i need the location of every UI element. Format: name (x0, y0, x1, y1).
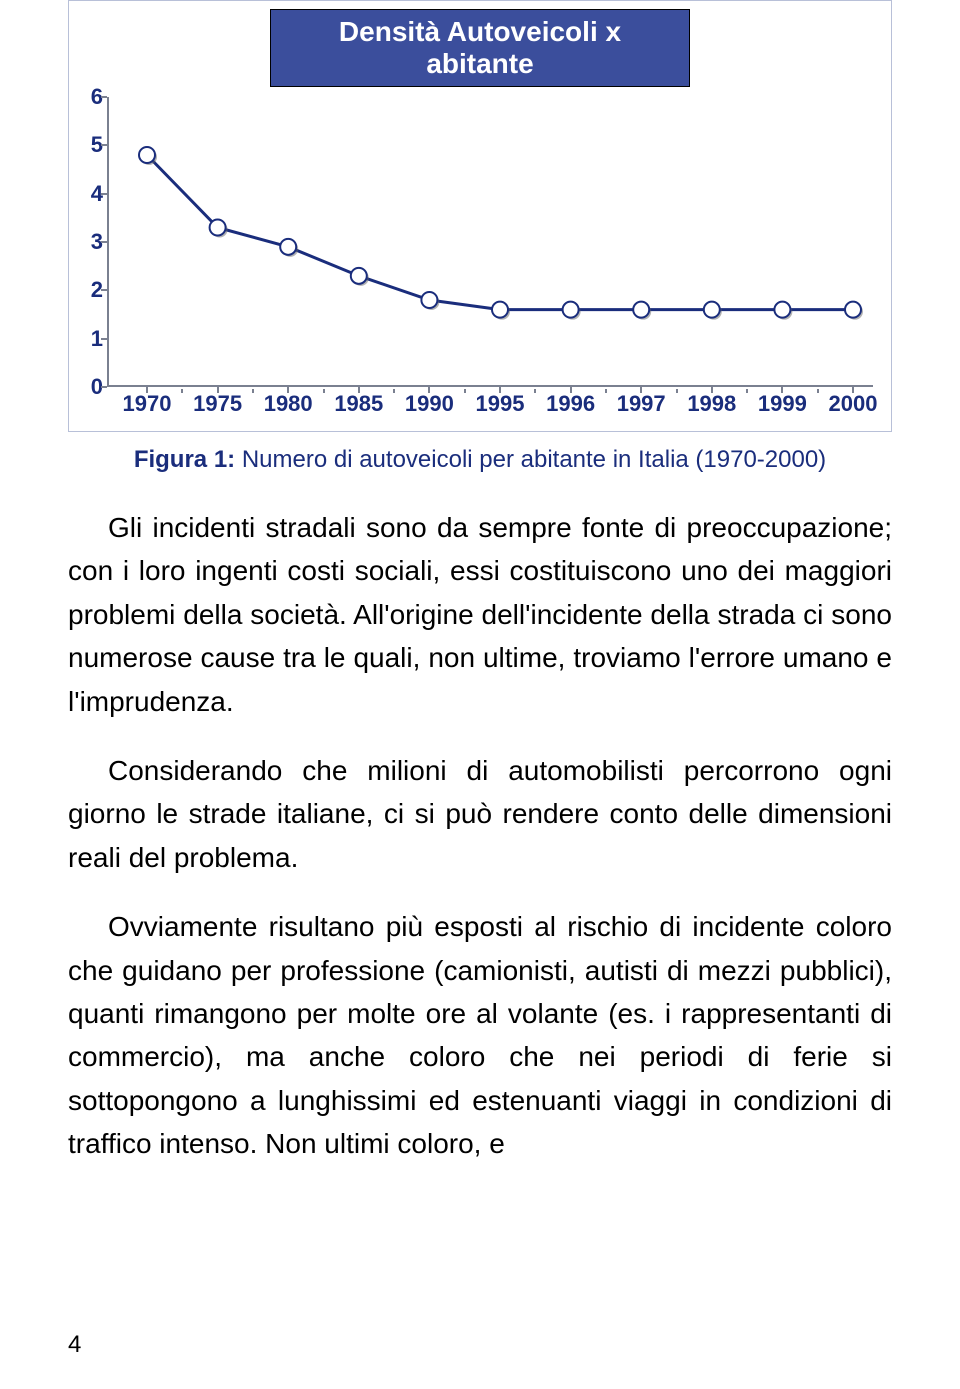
x-tick-label: 1975 (193, 391, 242, 417)
caption-text: Numero di autoveicoli per abitante in It… (235, 446, 826, 473)
caption-prefix: Figura 1: (134, 446, 235, 473)
x-tick-label: 1985 (334, 391, 383, 417)
chart-plot-area: 0123456 19701975198019851990199519961997… (107, 97, 873, 387)
x-tick-label: 1990 (405, 391, 454, 417)
x-tick-label: 1998 (687, 391, 736, 417)
x-tick-label: 1999 (758, 391, 807, 417)
x-tick-label: 1970 (123, 391, 172, 417)
x-axis-labels: 1970 1975 1980 1985 1990 1995 1996 1997 1998 1999… (107, 391, 873, 419)
paragraph: Considerando che milioni di automobilist… (68, 749, 892, 879)
body-text: Gli incidenti stradali sono da sempre fo… (68, 506, 892, 1165)
figure-caption: Figura 1: Numero di autoveicoli per abit… (68, 446, 892, 474)
chart-container: Densità Autoveicoli x abitante 0123456 1… (68, 0, 892, 432)
x-tick-label: 1997 (617, 391, 666, 417)
chart-line (107, 97, 873, 387)
x-tick-label: 2000 (829, 391, 878, 417)
x-tick-label: 1995 (476, 391, 525, 417)
paragraph: Ovviamente risultano più esposti al risc… (68, 905, 892, 1165)
y-axis-labels: 0123456 (77, 97, 103, 387)
x-tick-label: 1996 (546, 391, 595, 417)
x-tick-label: 1980 (264, 391, 313, 417)
chart-title: Densità Autoveicoli x abitante (270, 9, 690, 87)
paragraph: Gli incidenti stradali sono da sempre fo… (68, 506, 892, 723)
page-number: 4 (68, 1331, 81, 1359)
